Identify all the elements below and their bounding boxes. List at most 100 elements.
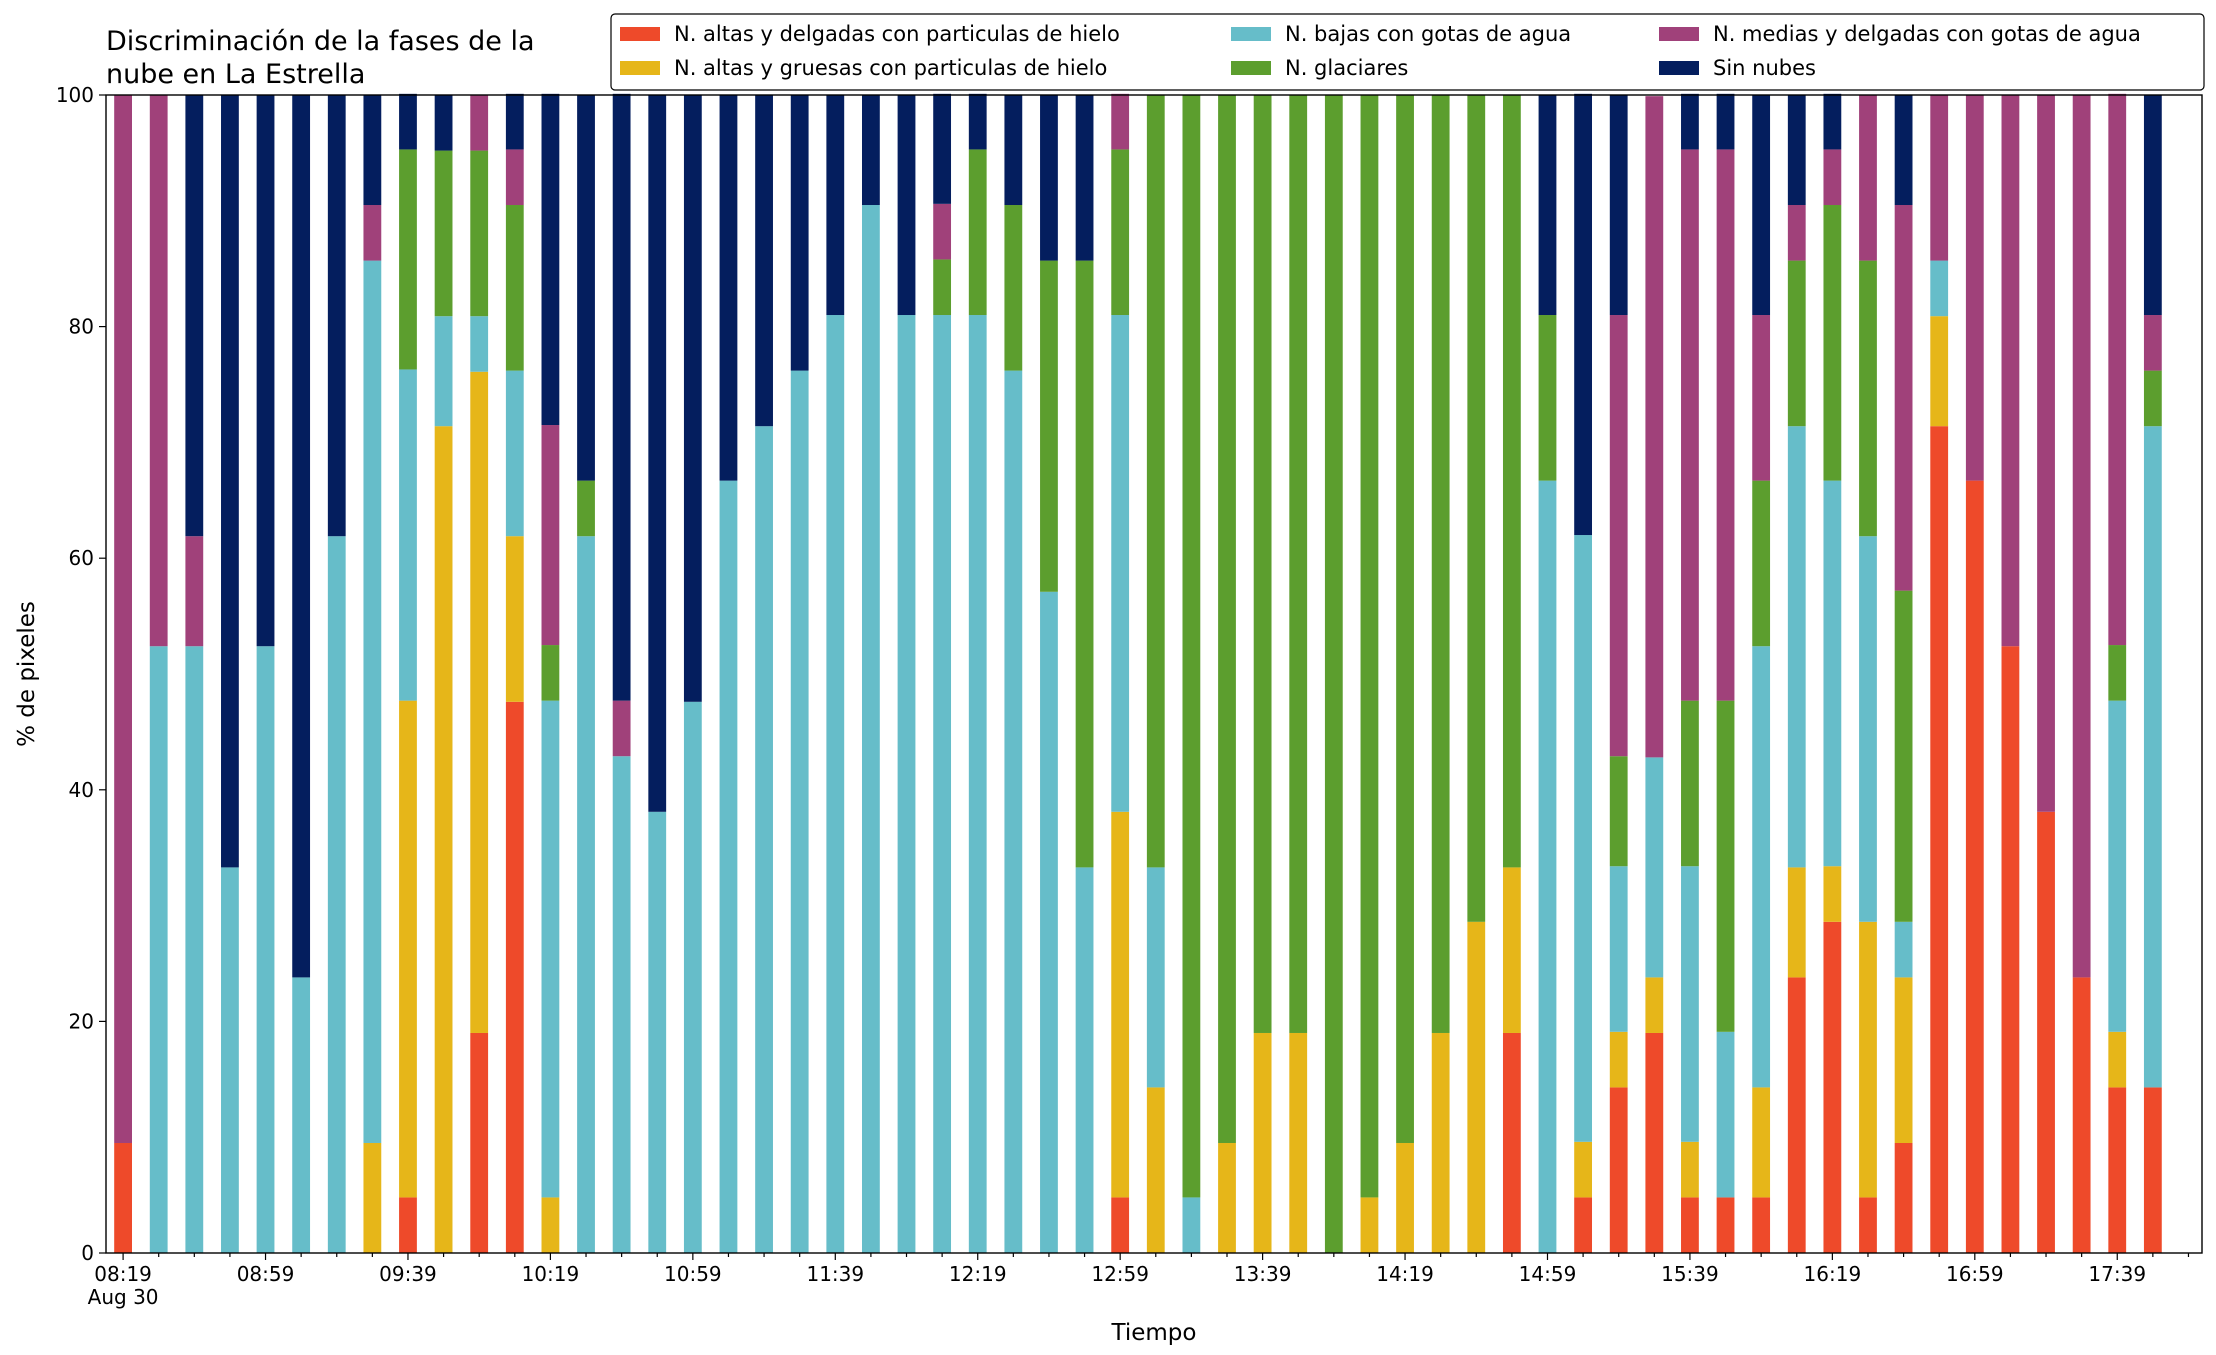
bar-segment <box>1681 700 1699 867</box>
bar-segment <box>1253 95 1272 1033</box>
bar-segment <box>1538 315 1557 481</box>
bar-segment <box>1716 149 1735 701</box>
bar-segment <box>1609 866 1628 1032</box>
bar-segment <box>1396 95 1414 1143</box>
bar-segment <box>2143 370 2162 427</box>
bar-segment <box>1289 95 1308 1033</box>
bar-segment <box>470 316 489 372</box>
bar-segment <box>1859 1197 1877 1253</box>
bar-segment <box>1716 1197 1735 1253</box>
y-tick-label: 60 <box>69 546 94 570</box>
bar-segment <box>1965 480 1984 1253</box>
bar-segment <box>1894 1142 1913 1253</box>
bar-segment <box>327 95 346 537</box>
bar-segment <box>1787 205 1806 261</box>
bar-segment <box>1502 95 1521 868</box>
bar-segment <box>505 149 524 206</box>
bar-segment <box>1823 480 1842 867</box>
bar-segment <box>434 426 453 1253</box>
bar-segment <box>505 370 524 537</box>
bar-segment <box>1681 1197 1699 1253</box>
bar-segment <box>1609 1087 1628 1253</box>
bar-segment <box>1609 1031 1628 1088</box>
bar-segment <box>1360 95 1379 1198</box>
bar-segment <box>1146 95 1165 868</box>
bar-segment <box>1823 866 1842 922</box>
bar-segment <box>861 205 880 1253</box>
bar-segment <box>1930 95 1949 261</box>
bar-segment <box>1075 867 1094 1253</box>
legend-frame <box>610 13 2205 91</box>
x-tick-label: 14:59 <box>1519 1262 1577 1286</box>
bar-segment <box>826 95 845 316</box>
x-tick-label: 13:39 <box>1234 1262 1292 1286</box>
bar-segment <box>541 1197 560 1253</box>
bar-segment <box>1253 1032 1272 1253</box>
bar-segment <box>577 536 595 1253</box>
bar-segment <box>505 536 524 702</box>
bar-segment <box>149 646 168 1253</box>
legend-label: N. bajas con gotas de agua <box>1285 22 1571 46</box>
bar-segment <box>2072 95 2091 978</box>
bar-segment <box>612 756 631 1253</box>
legend-label: Sin nubes <box>1713 56 1816 80</box>
bar-segment <box>399 700 417 1198</box>
bar-segment <box>434 95 453 151</box>
x-tick-label: 17:39 <box>2088 1262 2146 1286</box>
bar-segment <box>2143 315 2162 371</box>
bar-segment <box>1574 1141 1593 1198</box>
bar-segment <box>470 1032 489 1253</box>
bar-segment <box>1823 93 1842 150</box>
bar-segment <box>1111 315 1130 812</box>
bar-segment <box>1111 1197 1130 1253</box>
bar-segment <box>933 93 952 204</box>
bar-segment <box>185 536 204 647</box>
bar-segment <box>1538 95 1557 316</box>
bar-segment <box>1681 1141 1699 1198</box>
bar-segment <box>1004 205 1023 371</box>
bar-segment <box>399 149 417 370</box>
bar-segment <box>1930 316 1949 427</box>
x-tick-label: 10:19 <box>522 1262 580 1286</box>
bar-segment <box>2108 93 2127 646</box>
bar-segment <box>719 95 738 481</box>
bar-segment <box>363 205 382 261</box>
bar-segment <box>719 480 738 1253</box>
bar-segment <box>541 93 560 426</box>
bar-segment <box>1574 93 1593 536</box>
x-tick-label: 08:59 <box>237 1262 295 1286</box>
bar-segment <box>221 95 239 868</box>
bar-segment <box>1218 95 1236 1143</box>
bar-segment <box>292 95 311 978</box>
bar-segment <box>1289 1032 1308 1253</box>
bar-segment <box>612 93 631 701</box>
x-tick-label: 09:39 <box>379 1262 437 1286</box>
bar-segment <box>1111 149 1130 316</box>
bar-segment <box>1752 646 1771 1088</box>
bar-segment <box>2037 95 2055 812</box>
bar-segment <box>1467 95 1486 922</box>
legend-swatch <box>1659 27 1699 41</box>
bar-segment <box>1431 95 1450 1033</box>
legend-swatch <box>1231 27 1271 41</box>
legend-label: N. glaciares <box>1285 56 1408 80</box>
bar-segment <box>2143 95 2162 316</box>
legend: N. altas y delgadas con particulas de hi… <box>610 13 2205 91</box>
bar-segment <box>1752 1087 1771 1198</box>
bar-segment <box>1645 96 1664 758</box>
bar-segment <box>1040 95 1058 261</box>
x-tick-label: 10:59 <box>664 1262 722 1286</box>
bar-segment <box>755 426 773 1253</box>
bar-segment <box>1716 1031 1735 1198</box>
bar-segment <box>1681 149 1699 701</box>
bar-segment <box>1681 866 1699 1142</box>
bar-segment <box>434 150 453 317</box>
bar-segment <box>577 480 595 537</box>
bar-segment <box>1111 93 1130 150</box>
bar-segment <box>505 205 524 371</box>
bar-segment <box>826 315 845 1253</box>
bar-segment <box>185 646 204 1253</box>
x-tick-sublabel: Aug 30 <box>88 1285 159 1309</box>
bar-segment <box>1752 315 1771 481</box>
